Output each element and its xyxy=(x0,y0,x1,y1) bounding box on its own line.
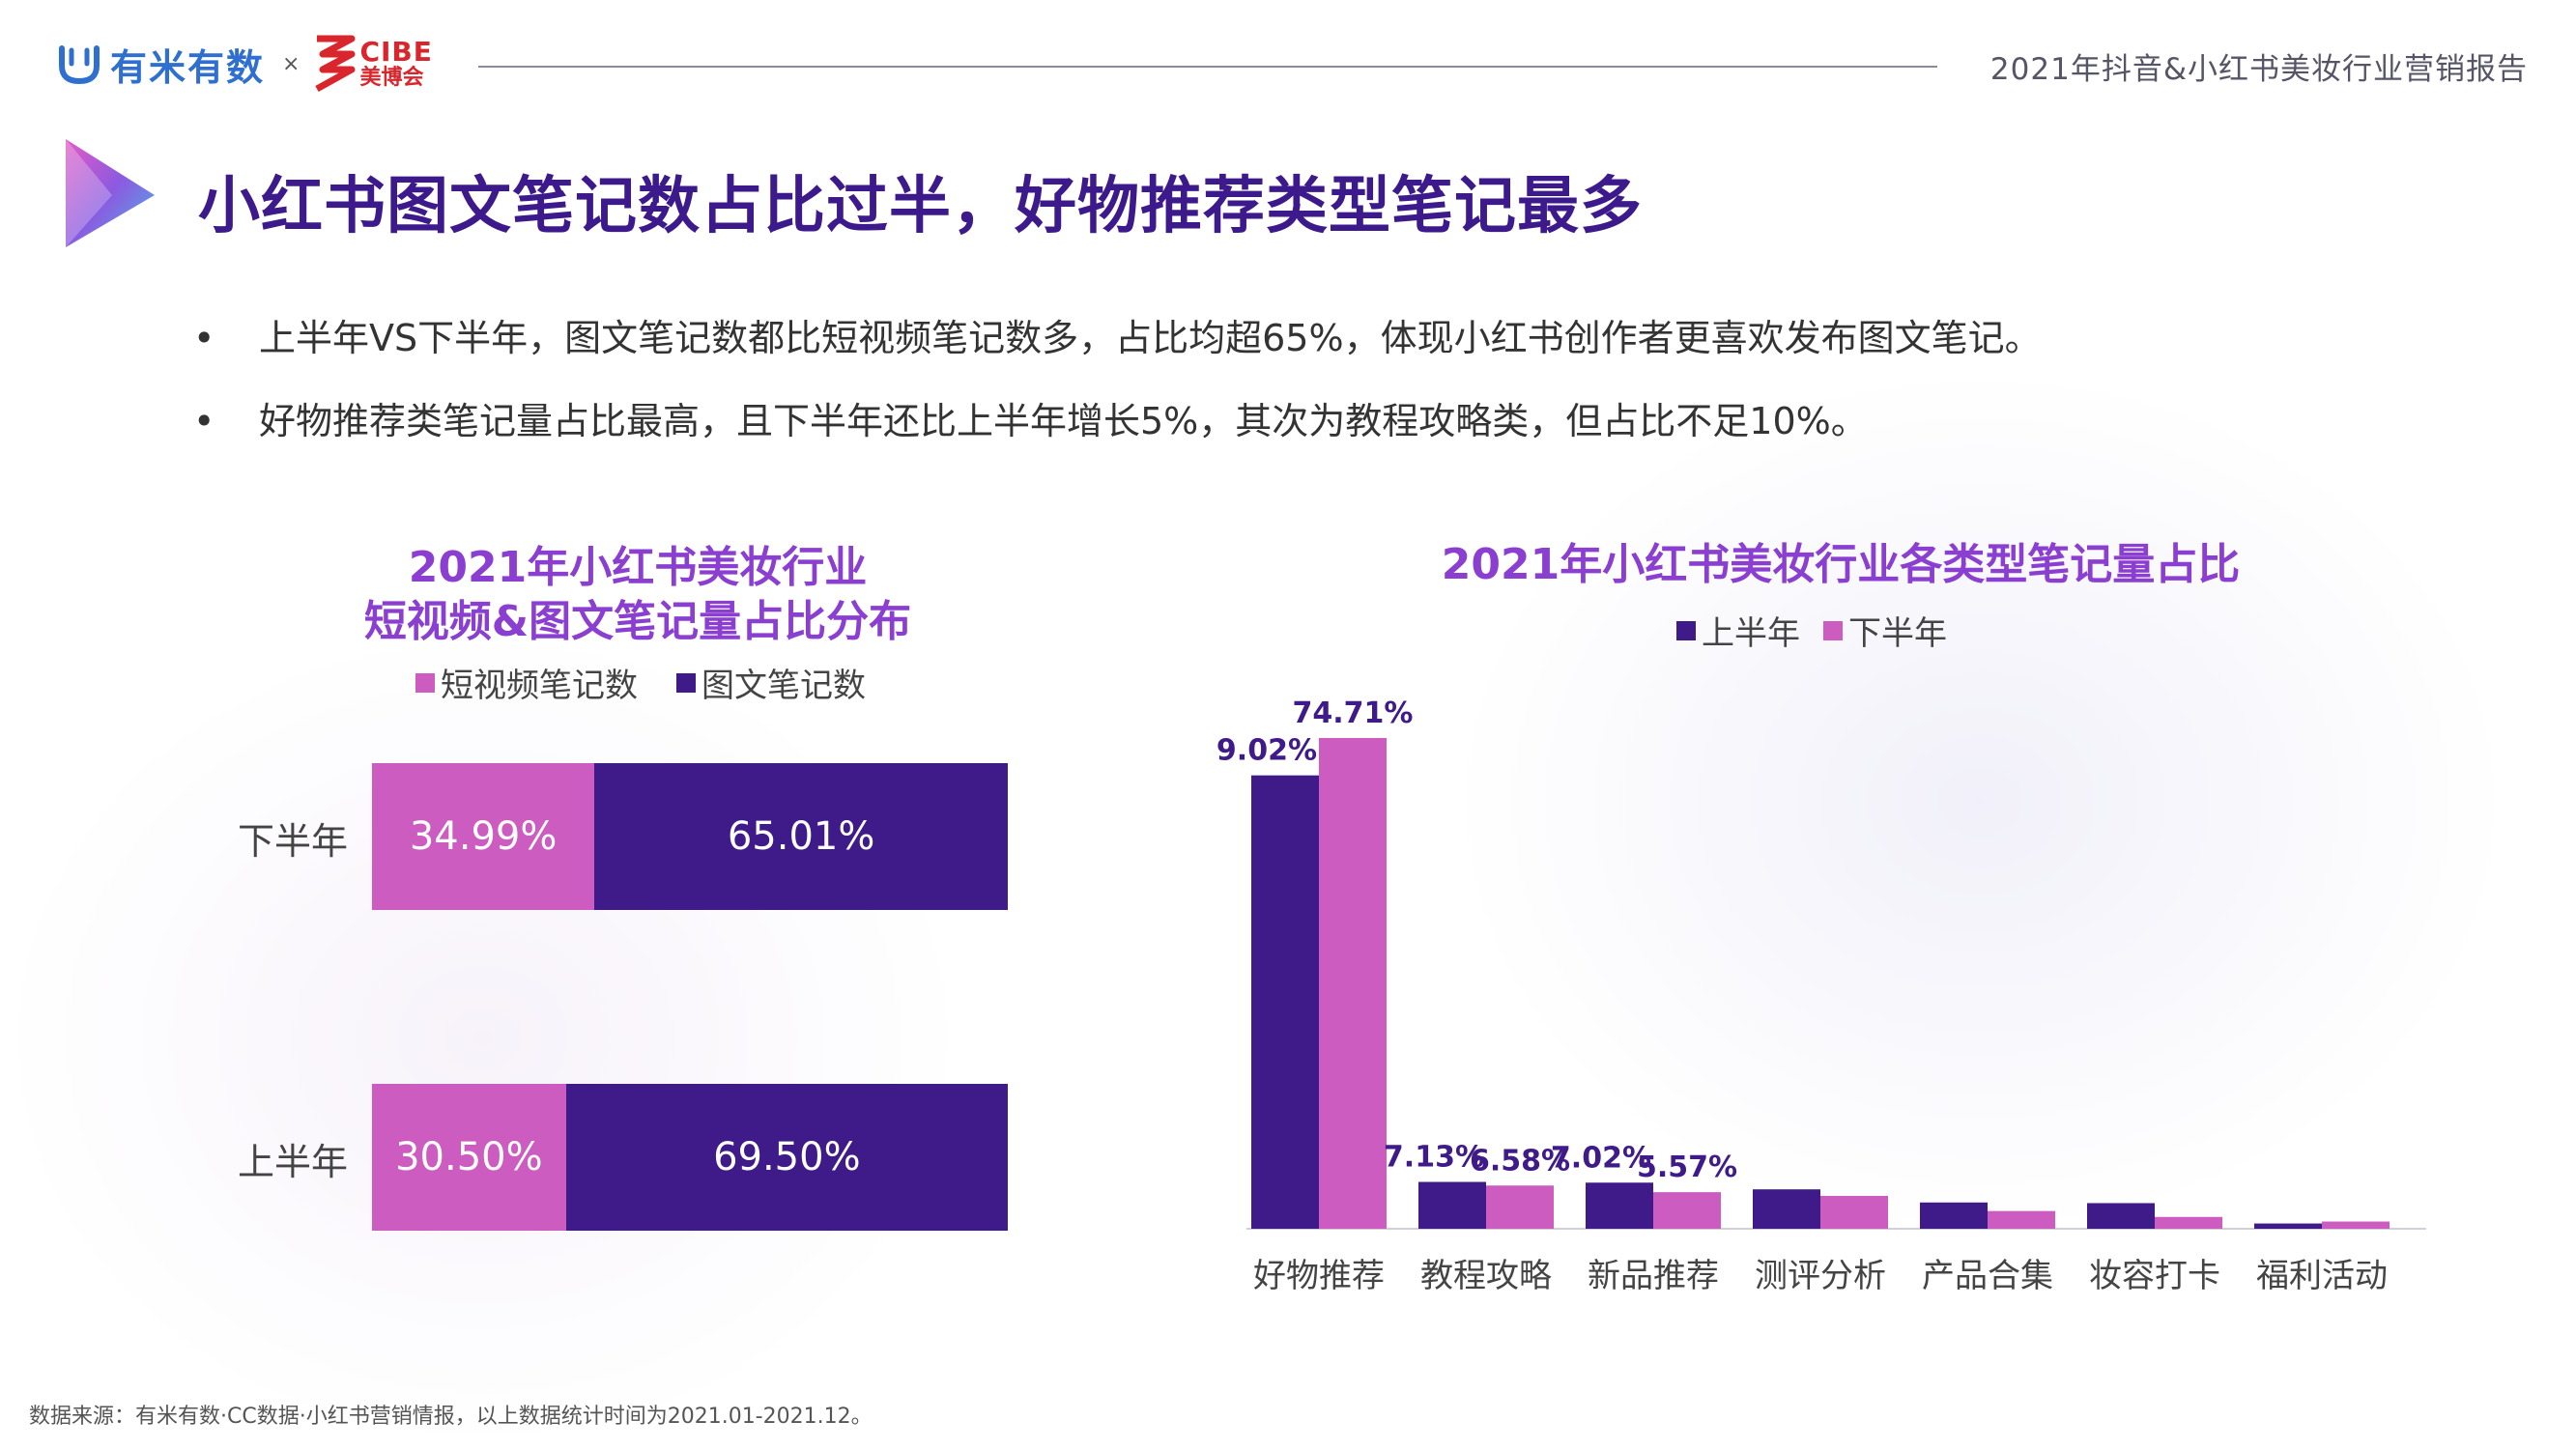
legend-item: 图文笔记数 xyxy=(676,659,866,706)
header-divider xyxy=(478,66,1937,68)
legend-label: 图文笔记数 xyxy=(701,667,866,705)
legend-swatch xyxy=(415,672,435,693)
bar xyxy=(2322,1221,2390,1229)
cibe-logo-icon xyxy=(315,35,356,93)
category-tick-label: 测评分析 xyxy=(1755,1257,1886,1295)
left-chart-legend: 短视频笔记数 图文笔记数 xyxy=(415,659,904,706)
left-chart-title-line2: 短视频&图文笔记量占比分布 xyxy=(363,597,912,646)
bullet-text: 上半年VS下半年，图文笔记数都比短视频笔记数多，占比均超65%，体现小红书创作者… xyxy=(259,317,2042,359)
bar-data-label: 69.02% xyxy=(1217,734,1317,768)
stacked-bar-row: 30.50% 69.50% xyxy=(372,1084,1008,1231)
right-chart-legend: 上半年 下半年 xyxy=(1676,607,1986,654)
play-triangle-icon xyxy=(66,139,155,247)
bar-data-label: 69.50% xyxy=(713,1135,861,1179)
bullet-dot-icon: • xyxy=(193,400,215,442)
bar-data-label: 5.57% xyxy=(1637,1151,1737,1184)
category-tick-label: 新品推荐 xyxy=(1588,1257,1719,1295)
brand-name: 有米有数 xyxy=(110,45,266,89)
slide-title: 小红书图文笔记数占比过半，好物推荐类型笔记最多 xyxy=(198,171,1643,242)
bullet-dot-icon: • xyxy=(193,317,215,359)
bar-data-label: 7.02% xyxy=(1551,1141,1651,1175)
legend-swatch xyxy=(676,672,696,693)
legend-item: 短视频笔记数 xyxy=(415,659,638,706)
category-label: 上半年 xyxy=(237,1141,348,1183)
report-title: 2021年抖音&小红书美妆行业营销报告 xyxy=(1989,52,2528,87)
legend-swatch xyxy=(1676,620,1696,640)
legend-item: 下半年 xyxy=(1823,607,1947,654)
bar-data-label: 34.99% xyxy=(409,814,558,859)
bar xyxy=(1251,775,1319,1229)
bar-segment-image-text: 65.01% xyxy=(594,763,1008,910)
bar xyxy=(1753,1189,1820,1229)
bar-segment-short-video: 34.99% xyxy=(372,763,595,910)
bar-data-label: 7.13% xyxy=(1384,1141,1484,1175)
bar xyxy=(1920,1202,1988,1229)
bullet-item: • 好物推荐类笔记量占比最高，且下半年还比上半年增长5%，其次为教程攻略类，但占… xyxy=(193,394,2464,448)
category-tick-label: 教程攻略 xyxy=(1420,1257,1552,1295)
bar-segment-image-text: 69.50% xyxy=(565,1084,1008,1231)
bar-data-label: 65.01% xyxy=(727,814,875,859)
brand-separator: × xyxy=(282,51,301,76)
bar xyxy=(2254,1223,2322,1229)
bar-data-label: 30.50% xyxy=(395,1135,543,1179)
partner-logo-text: CIBE 美博会 xyxy=(359,39,432,89)
category-tick-label: 产品合集 xyxy=(1922,1257,2053,1295)
bullet-text: 好物推荐类笔记量占比最高，且下半年还比上半年增长5%，其次为教程攻略类，但占比不… xyxy=(259,400,1868,442)
category-label: 下半年 xyxy=(237,820,348,863)
background-blob xyxy=(1449,367,2512,1236)
legend-item: 上半年 xyxy=(1676,607,1800,654)
bullet-item: • 上半年VS下半年，图文笔记数都比短视频笔记数多，占比均超65%，体现小红书创… xyxy=(193,311,2464,365)
bar-data-label: 74.71% xyxy=(1293,696,1414,730)
bar xyxy=(1586,1182,1653,1229)
header-brand: 有米有数 × CIBE 美博会 xyxy=(56,35,433,93)
bar xyxy=(2087,1203,2155,1229)
bar xyxy=(1820,1196,1888,1229)
bar xyxy=(2155,1216,2222,1229)
right-chart-title: 2021年小红书美妆行业各类型笔记量占比 xyxy=(1441,540,2241,589)
source-footnote: 数据来源：有米有数·CC数据·小红书营销情报，以上数据统计时间为2021.01-… xyxy=(29,1405,873,1429)
bar xyxy=(1653,1192,1721,1229)
bar xyxy=(1486,1185,1554,1229)
background-blob xyxy=(0,628,966,1449)
bar xyxy=(1319,737,1387,1229)
bar-segment-short-video: 30.50% xyxy=(372,1084,566,1231)
right-bar-chart: 69.02% 74.71% 好物推荐 7.13%6.58% 教程攻略 7.02%5.57%… xyxy=(1217,696,2426,1295)
bullet-list: • 上半年VS下半年，图文笔记数都比短视频笔记数多，占比均超65%，体现小红书创… xyxy=(193,311,2464,477)
youmi-logo-icon xyxy=(59,45,100,85)
bar-data-label: 6.58% xyxy=(1470,1144,1570,1178)
stacked-bar-row: 34.99% 65.01% xyxy=(372,763,1008,910)
bar xyxy=(1988,1210,2055,1229)
partner-name-en: CIBE xyxy=(359,36,433,68)
left-chart-title-line1: 2021年小红书美妆行业 xyxy=(408,543,868,592)
category-tick-label: 福利活动 xyxy=(2256,1257,2388,1295)
bar xyxy=(1418,1181,1486,1229)
partner-name-cn: 美博会 xyxy=(359,66,424,90)
left-chart-title: 2021年小红书美妆行业 短视频&图文笔记量占比分布 xyxy=(271,541,1005,649)
legend-label: 上半年 xyxy=(1702,614,1800,653)
category-tick-label: 好物推荐 xyxy=(1253,1257,1385,1295)
category-tick-label: 妆容打卡 xyxy=(2089,1257,2220,1295)
legend-label: 短视频笔记数 xyxy=(441,667,638,705)
legend-label: 下半年 xyxy=(1848,614,1947,653)
legend-swatch xyxy=(1823,620,1843,640)
